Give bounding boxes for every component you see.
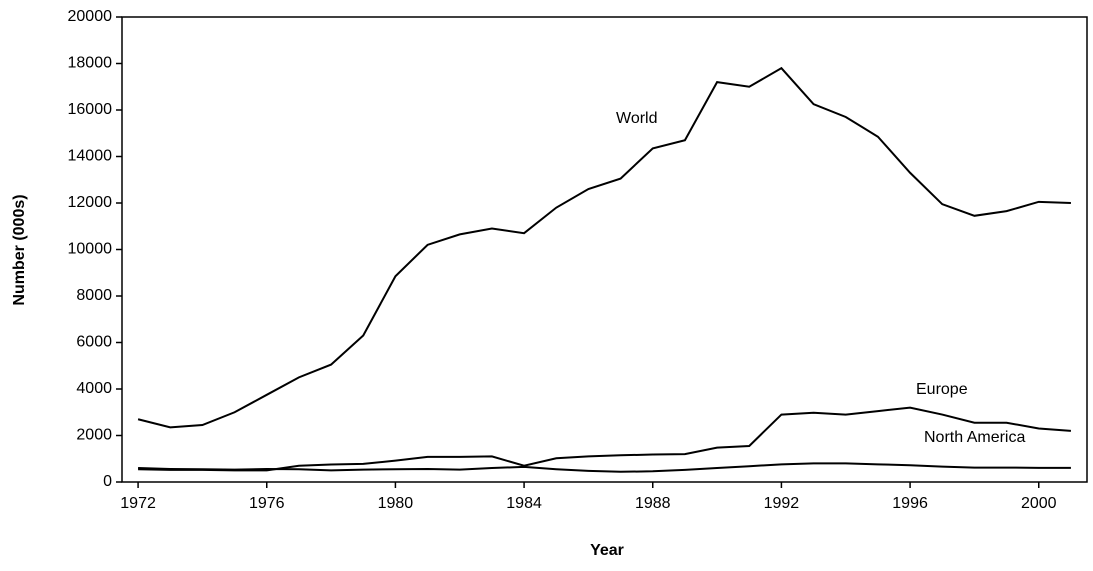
plot-frame [121,16,1088,483]
x-tick-label: 1976 [249,495,285,512]
y-tick-label: 2000 [76,427,112,444]
x-tick-label: 1984 [506,495,542,512]
series-label: North America [924,429,1025,446]
series-label: World [616,110,658,127]
x-tick-label: 1992 [764,495,800,512]
x-tick-label: 1980 [378,495,414,512]
x-tick-label: 1988 [635,495,671,512]
y-tick-label: 6000 [76,334,112,351]
x-axis-title: Year [590,542,624,559]
series-label: Europe [916,381,968,398]
series-line [138,462,1071,473]
x-tick-label: 2000 [1021,495,1057,512]
series-line [138,406,1071,472]
y-tick-label: 16000 [68,101,113,118]
y-tick-label: 12000 [68,194,113,211]
x-tick-label: 1972 [120,495,156,512]
y-axis-title: Number (000s) [11,194,28,305]
y-tick-label: 0 [103,473,112,490]
series-line [137,66,1071,429]
x-tick-label: 1996 [892,495,928,512]
y-tick-label: 4000 [76,380,112,397]
y-tick-label: 8000 [76,287,112,304]
y-tick-label: 10000 [68,241,113,258]
y-tick-label: 20000 [68,8,113,25]
y-tick-label: 18000 [68,55,113,72]
y-tick-label: 14000 [68,148,113,165]
